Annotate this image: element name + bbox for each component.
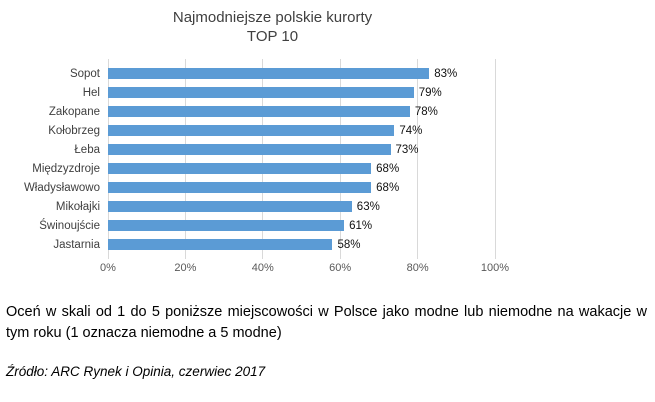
- bar-track: 73%: [108, 140, 495, 159]
- chart-row: Mikołajki 63%: [0, 197, 545, 216]
- gridline: [262, 59, 264, 259]
- x-tick-label: 80%: [406, 262, 429, 274]
- bar-track: 58%: [108, 235, 495, 254]
- chart-row: Zakopane 78%: [0, 102, 545, 121]
- value-label: 63%: [356, 200, 380, 213]
- caption-text: Oceń w skali od 1 do 5 poniższe miejscow…: [6, 304, 647, 342]
- chart-row: Jastarnia 58%: [0, 235, 545, 254]
- chart-row: Sopot 83%: [0, 64, 545, 83]
- value-label: 68%: [376, 162, 400, 175]
- value-label: 79%: [418, 86, 442, 99]
- bar-track: 68%: [108, 159, 495, 178]
- chart-title: Najmodniejsze polskie kurorty: [172, 9, 373, 26]
- bar-chart: Najmodniejsze polskie kurorty TOP 10 Sop…: [0, 9, 545, 276]
- bar: [108, 106, 410, 117]
- bar-track: 68%: [108, 178, 495, 197]
- chart-row: Międzyzdroje 68%: [0, 159, 545, 178]
- x-tick-label: 60%: [329, 262, 352, 274]
- category-label: Władysławowo: [23, 181, 100, 194]
- gridline: [339, 59, 341, 259]
- x-axis: 0% 20% 40% 60% 80% 100%: [100, 259, 509, 276]
- bar-rows: Sopot 83% Hel 79% Zakopane 78% Kołobrzeg 74% Łeb…: [0, 59, 545, 259]
- category-label: Sopot: [69, 67, 100, 80]
- bar: [108, 68, 430, 79]
- bar-track: 74%: [108, 121, 495, 140]
- category-label: Kołobrzeg: [48, 124, 100, 137]
- bar-track: 79%: [108, 83, 495, 102]
- bar: [108, 87, 414, 98]
- x-tick-label: 40%: [251, 262, 274, 274]
- chart-row: Świnoujście 61%: [0, 216, 545, 235]
- source-note: Źródło: ARC Rynek i Opinia, czerwiec 201…: [6, 364, 266, 380]
- category-label: Hel: [82, 86, 100, 99]
- gridline: [184, 59, 186, 259]
- gridline: [107, 59, 109, 259]
- gridline: [417, 59, 419, 259]
- category-label: Zakopane: [48, 105, 100, 118]
- value-label: 78%: [414, 105, 438, 118]
- x-tick-label: 0%: [100, 262, 116, 274]
- chart-row: Kołobrzeg 74%: [0, 121, 545, 140]
- bar: [108, 220, 345, 231]
- category-label: Świnoujście: [39, 219, 100, 232]
- value-label: 68%: [376, 181, 400, 194]
- bar: [108, 144, 391, 155]
- bar-track: 63%: [108, 197, 495, 216]
- chart-row: Władysławowo 68%: [0, 178, 545, 197]
- bar: [108, 182, 372, 193]
- bar-track: 83%: [108, 64, 495, 83]
- bar: [108, 201, 352, 212]
- bar: [108, 239, 333, 250]
- bar: [108, 163, 372, 174]
- bar-track: 78%: [108, 102, 495, 121]
- value-label: 58%: [337, 238, 361, 251]
- category-label: Łeba: [74, 143, 100, 156]
- value-label: 74%: [399, 124, 423, 137]
- x-tick-label: 20%: [174, 262, 197, 274]
- value-label: 83%: [434, 67, 458, 80]
- bar: [108, 125, 395, 136]
- chart-subtitle: TOP 10: [246, 28, 299, 45]
- gridline: [494, 59, 496, 259]
- chart-row: Hel 79%: [0, 83, 545, 102]
- category-label: Jastarnia: [53, 238, 100, 251]
- category-label: Międzyzdroje: [32, 162, 100, 175]
- value-label: 61%: [349, 219, 373, 232]
- gridlines: [107, 59, 496, 259]
- category-label: Mikołajki: [55, 200, 100, 213]
- value-label: 73%: [395, 143, 419, 156]
- chart-row: Łeba 73%: [0, 140, 545, 159]
- bar-track: 61%: [108, 216, 495, 235]
- x-tick-label: 100%: [480, 262, 510, 274]
- plot-area: Sopot 83% Hel 79% Zakopane 78% Kołobrzeg 74% Łeb…: [0, 59, 545, 259]
